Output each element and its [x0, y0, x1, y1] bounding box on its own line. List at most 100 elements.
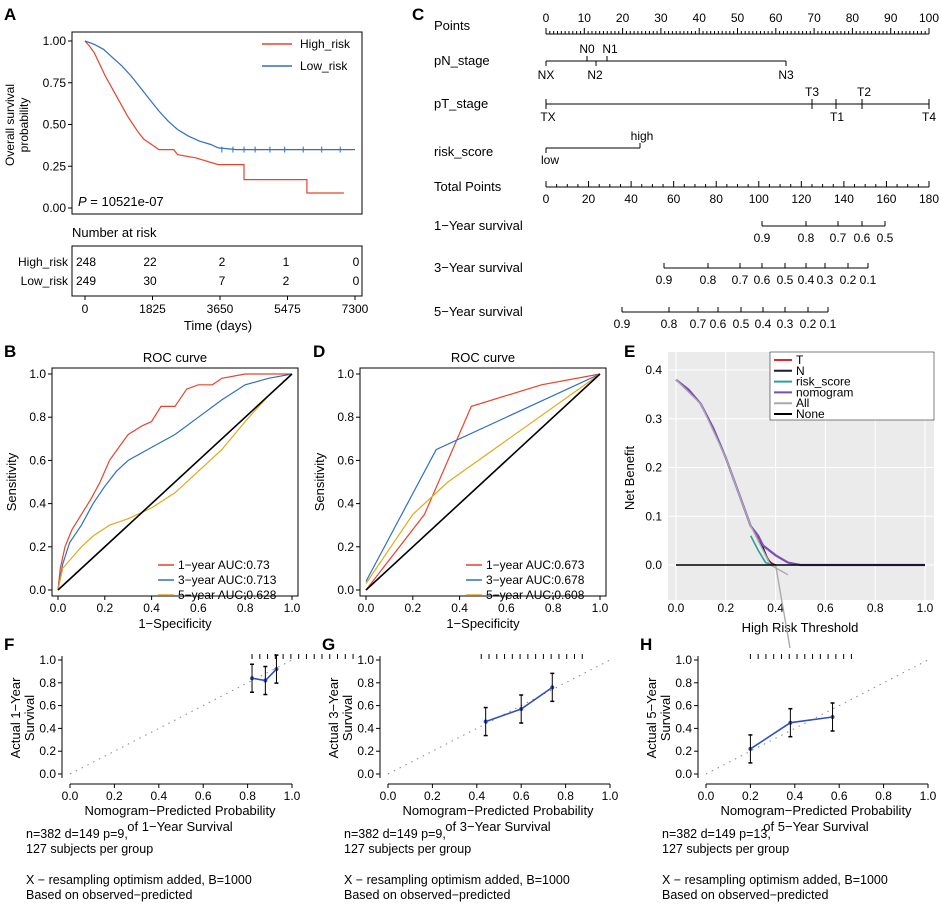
survival-tick-label: 0.4: [755, 317, 772, 331]
points-tick-label: 10: [578, 11, 592, 25]
x-tick-label: 0.2: [742, 789, 759, 803]
legend-label: 1−year AUC:0.73: [178, 558, 270, 572]
y-axis-label: Survival: [658, 695, 673, 741]
risk-value: 2: [283, 274, 290, 288]
y-tick-label: 0.4: [29, 497, 46, 511]
nomogram-row-label: 1−Year survival: [434, 218, 523, 233]
survival-tick-label: 0.4: [798, 273, 815, 287]
survival-tick-label: 0.8: [700, 273, 717, 287]
calibration-note: Based on observed−predicted: [344, 888, 510, 902]
x-tick-label: 0.0: [62, 789, 79, 803]
panel-letter-f: F: [4, 635, 14, 654]
pn-level: N1: [602, 42, 618, 56]
ideal-line: [69, 659, 293, 775]
panel-letter-h: H: [640, 635, 652, 654]
legend-label-a: Low_risk: [300, 59, 348, 73]
risk-value: 0: [353, 274, 360, 288]
pn-level: N2: [587, 68, 603, 82]
x-tick-label-e: 1.0: [917, 601, 934, 615]
calibration-note: X − resampling optimism added, B=1000: [344, 873, 570, 887]
calibration-note: X − resampling optimism added, B=1000: [26, 873, 252, 887]
survival-tick-label: 0.3: [817, 273, 834, 287]
p-symbol: P: [78, 194, 87, 209]
survival-tick-label: 0.8: [661, 317, 678, 331]
risk-row-label: High_risk: [18, 255, 69, 269]
y-tick-label: 1.0: [39, 653, 56, 667]
total-tick-label: 160: [876, 192, 896, 206]
x-tick-label: 0.8: [875, 789, 892, 803]
y-tick-label-a: 0.50: [43, 118, 67, 132]
legend-label: 5−year AUC:0.608: [486, 588, 585, 602]
risk-value: 22: [143, 255, 157, 269]
y-tick-label: 0.0: [675, 767, 692, 781]
x-tick-label: 0.2: [404, 601, 421, 615]
calibration-line: [485, 686, 553, 723]
pt-level: TX: [540, 110, 555, 124]
x-tick-label: 0.8: [239, 789, 256, 803]
points-tick-label: 70: [807, 11, 821, 25]
y-tick-label: 0.2: [337, 540, 354, 554]
total-tick-label: 80: [710, 192, 724, 206]
legend-label-e: T: [796, 353, 804, 367]
x-tick-label-e: 0.8: [867, 601, 884, 615]
roc-curve-1-year: [57, 373, 292, 591]
total-tick-label: 20: [582, 192, 596, 206]
x-axis-label-a: Time (days): [184, 318, 252, 333]
x-tick-label: 0.2: [424, 789, 441, 803]
roc-curve-reference: [57, 373, 293, 591]
legend-label-e: nomogram: [796, 385, 853, 399]
y-tick-label: 0.8: [39, 676, 56, 690]
plot-frame-b: [51, 367, 299, 597]
y-tick-label: 0.0: [39, 767, 56, 781]
y-tick-label-e: 0.4: [645, 363, 662, 377]
x-tick-label: 0.6: [513, 789, 530, 803]
calibration-note: X − resampling optimism added, B=1000: [662, 873, 888, 887]
x-tick-label: 0.2: [96, 601, 113, 615]
y-tick-label: 0.8: [337, 410, 354, 424]
x-axis-label-2: of 5−Year Survival: [763, 819, 869, 834]
y-tick-label: 0.2: [29, 540, 46, 554]
total-tick-label: 60: [667, 192, 681, 206]
x-tick-label-e: 0.6: [817, 601, 834, 615]
y-axis-label: Sensitivity: [312, 452, 327, 511]
y-axis-label: Actual 3−Year: [326, 677, 341, 759]
risk-level: high: [631, 129, 654, 143]
x-tick-label: 0.8: [545, 601, 562, 615]
plot-frame-a: [71, 31, 363, 215]
survival-tick-label: 0.9: [614, 317, 631, 331]
x-axis-label: 1−Specificity: [138, 616, 212, 631]
y-tick-label-e: 0.3: [645, 412, 662, 426]
total-tick-label: 180: [919, 192, 939, 206]
x-axis-label: Nomogram−Predicted Probability: [84, 803, 276, 818]
survival-tick-label: 0.5: [777, 273, 794, 287]
y-tick-label: 0.0: [29, 583, 46, 597]
y-tick-label: 0.8: [357, 676, 374, 690]
points-tick-label: 80: [846, 11, 860, 25]
risk-value: 0: [353, 255, 360, 269]
panel-letter-b: B: [4, 342, 16, 361]
pt-level: T2: [857, 85, 871, 99]
y-tick-label-a: 0.75: [43, 76, 67, 90]
x-axis-label: Nomogram−Predicted Probability: [720, 803, 912, 818]
y-tick-label-e: 0.1: [645, 509, 662, 523]
y-tick-label: 1.0: [357, 653, 374, 667]
roc-title: ROC curve: [143, 350, 207, 365]
pn-level: N3: [778, 68, 794, 82]
survival-tick-label: 0.6: [854, 231, 871, 245]
survival-tick-label: 0.5: [733, 317, 750, 331]
y-tick-label: 0.8: [675, 676, 692, 690]
pt-level: T3: [805, 85, 819, 99]
risk-value: 2: [219, 255, 226, 269]
x-tick-label-a: 7300: [342, 302, 369, 316]
legend-label-e: N: [796, 364, 805, 378]
x-tick-label-a: 1825: [139, 302, 166, 316]
risk-value: 30: [143, 274, 157, 288]
x-tick-label: 0.2: [106, 789, 123, 803]
x-tick-label: 0.0: [358, 601, 375, 615]
p-value-annotation: P = 10521e-07: [78, 194, 164, 209]
x-tick-label-a: 5475: [274, 302, 301, 316]
y-tick-label: 0.6: [39, 699, 56, 713]
y-tick-label: 1.0: [29, 367, 46, 381]
ideal-line: [705, 659, 929, 775]
roc-curve-5-year: [365, 373, 601, 584]
